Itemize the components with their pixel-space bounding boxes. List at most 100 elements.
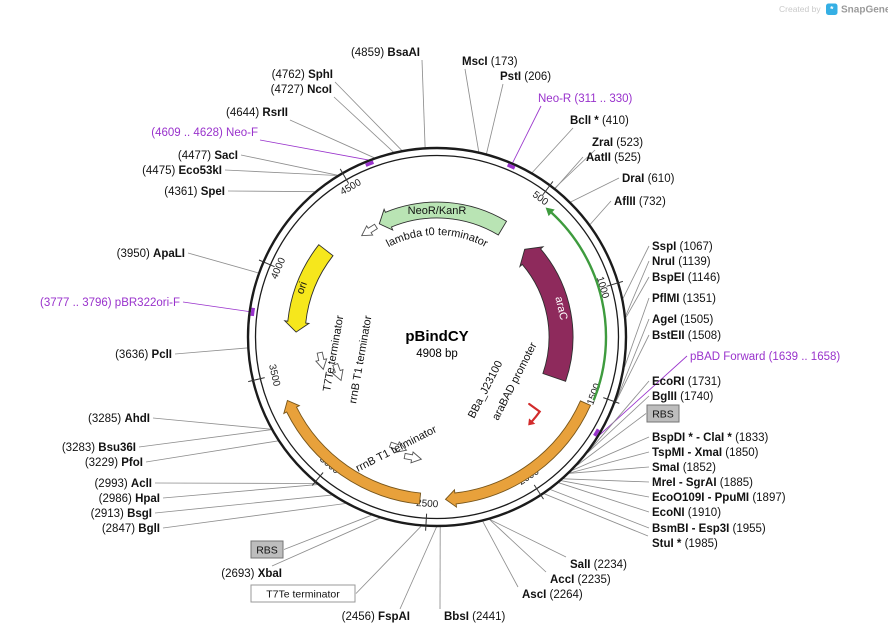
site-label-sphi[interactable]: (4762) SphI: [272, 69, 333, 81]
leader-line: [162, 484, 318, 499]
leader-line: [570, 177, 620, 203]
site-label-sspi[interactable]: SspI (1067): [652, 241, 713, 253]
feature-label-arabad-promoter[interactable]: araBAD promoter: [490, 340, 540, 422]
site-label-rsrii[interactable]: (4644) RsrII: [226, 107, 288, 119]
feature-arabad-promoter[interactable]: [528, 402, 542, 423]
site-label-spei[interactable]: (4361) SpeI: [164, 186, 225, 198]
site-label-asci[interactable]: AscI (2264): [522, 589, 583, 601]
snapgene-logo-icon: [826, 3, 838, 15]
tick-mark: [606, 280, 624, 287]
site-label-pflmi[interactable]: PflMI (1351): [652, 293, 716, 305]
tick-mark: [258, 259, 275, 268]
site-label-saci[interactable]: (4477) SacI: [178, 150, 238, 162]
feature-orf-frame[interactable]: [550, 211, 608, 401]
site-label-bbsi[interactable]: BbsI (2441): [444, 611, 506, 623]
feature-neor-kanr[interactable]: [378, 201, 508, 236]
leader-line: [187, 252, 259, 274]
boxed-label-t7te-terminator[interactable]: [250, 584, 356, 603]
site-label-bsteii[interactable]: BstEII (1508): [652, 330, 721, 342]
terminator-icon[interactable]: [359, 222, 379, 240]
feature-label-t7te-terminator[interactable]: T7Te terminator: [321, 314, 346, 392]
terminator-icon[interactable]: [403, 451, 423, 465]
site-label-sali[interactable]: SalI (2234): [570, 559, 627, 571]
site-label-fspai[interactable]: (2456) FspAI: [342, 611, 410, 623]
site-label-apali[interactable]: (3950) ApaLI: [117, 248, 185, 260]
site-label-bcli[interactable]: BclI * (410): [570, 115, 629, 127]
leader-line: [482, 521, 519, 588]
terminator-icon[interactable]: [388, 439, 409, 455]
leader-line: [152, 417, 271, 430]
feature-label-ori[interactable]: ori: [294, 280, 309, 296]
site-label-ecori[interactable]: EcoRI (1731): [652, 376, 721, 388]
leader-line: [486, 83, 504, 154]
primer-label-neo-r[interactable]: Neo-R (311 .. 330): [538, 93, 633, 105]
feature-label-rrnb-t1-terminator[interactable]: rrnB T1 terminator: [354, 423, 439, 474]
feature-label-neor-kanr[interactable]: NeoR/KanR: [408, 205, 467, 217]
site-label-ecoo109i-ppumi[interactable]: EcoO109I - PpuMI (1897): [652, 492, 786, 504]
site-label-bsu36i[interactable]: (3283) Bsu36I: [62, 442, 136, 454]
feature-label-arac[interactable]: araC: [552, 295, 569, 321]
feature-label-rrnb-t1-terminator[interactable]: rrnB T1 terminator: [347, 314, 374, 404]
feature-orf-frame-arrowhead: [545, 207, 555, 217]
site-label-agei[interactable]: AgeI (1505): [652, 314, 714, 326]
site-label-pcli[interactable]: (3636) PclI: [115, 349, 172, 361]
site-label-stui[interactable]: StuI * (1985): [652, 538, 718, 550]
primer-label-pbr322ori-f[interactable]: (3777 .. 3796) pBR322ori-F: [40, 297, 180, 309]
feature-label-lambda-t0-terminator[interactable]: lambda t0 terminator: [384, 226, 490, 250]
features-layer: MscI (173) PstI (206) Neo-R (311 .. 330) Bc…: [40, 47, 840, 623]
terminator-icon[interactable]: [330, 362, 346, 383]
site-label-bglii[interactable]: BglII (1740): [652, 391, 714, 403]
site-label-bgli[interactable]: (2847) BglI: [102, 523, 160, 535]
site-label-msci[interactable]: MscI (173): [462, 56, 518, 68]
primer-label-neo-f[interactable]: (4609 .. 4628) Neo-F: [151, 127, 258, 139]
site-label-pfoi[interactable]: (3229) PfoI: [85, 457, 143, 469]
site-label-ahdi[interactable]: (3285) AhdI: [88, 413, 150, 425]
primer-site-mark[interactable]: [506, 163, 516, 170]
site-label-tspmi-xmai[interactable]: TspMI - XmaI (1850): [652, 447, 759, 459]
feature-cds-orange-1[interactable]: [444, 400, 592, 509]
site-label-bsaai[interactable]: (4859) BsaAI: [351, 47, 420, 59]
leader-line: [614, 334, 650, 405]
site-label-smai[interactable]: SmaI (1852): [652, 462, 716, 474]
site-label-acli[interactable]: (2993) AclI: [94, 478, 152, 490]
boxed-label-rbs[interactable]: [646, 404, 680, 423]
site-label-mrei-sgrai[interactable]: MreI - SgrAI (1885): [652, 477, 753, 489]
feature-cds-orange-2[interactable]: [283, 399, 422, 505]
tick-mark: [425, 513, 428, 531]
primer-site-mark[interactable]: [250, 307, 256, 317]
tick-mark: [542, 181, 554, 196]
leader-line: [572, 436, 650, 471]
snapgene-logo-glyph: *: [830, 4, 834, 14]
terminator-icon[interactable]: [314, 351, 328, 371]
feature-ori[interactable]: [283, 244, 334, 333]
tick-mark: [311, 472, 324, 486]
site-label-eco53ki[interactable]: (4475) Eco53kI: [142, 165, 222, 177]
site-label-hpai[interactable]: (2986) HpaI: [99, 493, 160, 505]
backbone-outer-circle[interactable]: [246, 146, 628, 528]
primer-site-mark[interactable]: [593, 428, 600, 437]
site-label-drai[interactable]: DraI (610): [622, 173, 675, 185]
site-label-acci[interactable]: AccI (2235): [550, 574, 611, 586]
site-label-xbai[interactable]: (2693) XbaI: [221, 568, 282, 580]
site-label-bspei[interactable]: BspEI (1146): [652, 272, 720, 284]
primer-label-pbad-forward[interactable]: pBAD Forward (1639 .. 1658): [690, 351, 840, 363]
feature-arac[interactable]: [519, 246, 574, 382]
leader-line: [614, 318, 650, 404]
site-label-bsmbi-esp3i[interactable]: BsmBI - Esp3I (1955): [652, 523, 766, 535]
boxed-label-rbs[interactable]: [250, 540, 284, 559]
site-label-bsgi[interactable]: (2913) BsgI: [91, 508, 152, 520]
site-label-econi[interactable]: EcoNI (1910): [652, 507, 721, 519]
site-label-zrai[interactable]: ZraI (523): [592, 137, 643, 149]
site-label-bspdi-clai[interactable]: BspDI * - ClaI * (1833): [652, 432, 768, 444]
site-label-nrui[interactable]: NruI (1139): [652, 256, 711, 268]
tick-label: 4500: [339, 177, 364, 198]
leader-line: [577, 413, 647, 466]
boxed-label-text: RBS: [256, 545, 278, 557]
site-label-aflii[interactable]: AflII (732): [614, 196, 666, 208]
primer-site-mark[interactable]: [365, 160, 375, 167]
site-label-aatii[interactable]: AatII (525): [586, 152, 641, 164]
site-label-psti[interactable]: PstI (206): [500, 71, 551, 83]
leader-line: [625, 276, 650, 318]
site-label-ncoi[interactable]: (4727) NcoI: [271, 84, 332, 96]
